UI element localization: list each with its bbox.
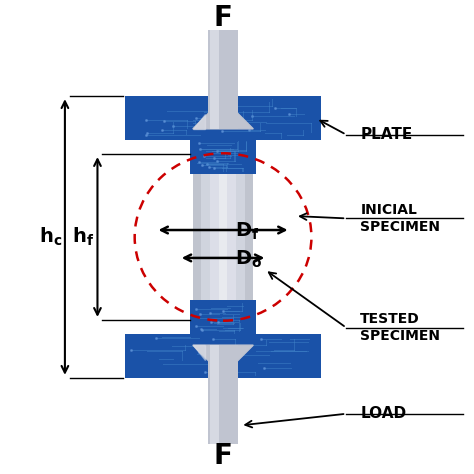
Polygon shape	[193, 345, 205, 360]
Bar	[125, 334, 321, 378]
Text: F: F	[214, 4, 232, 32]
Text: $\mathbf{D_f}$: $\mathbf{D_f}$	[235, 220, 259, 242]
Bar	[125, 96, 321, 140]
Text: $\mathbf{h_f}$: $\mathbf{h_f}$	[73, 226, 95, 248]
Bar	[210, 345, 219, 444]
Text: $\mathbf{h_c}$: $\mathbf{h_c}$	[39, 226, 63, 248]
Text: PLATE: PLATE	[360, 127, 412, 142]
Text: $\mathbf{D_o}$: $\mathbf{D_o}$	[235, 248, 262, 270]
Bar	[201, 154, 210, 320]
Bar	[228, 154, 236, 320]
Bar	[236, 154, 245, 320]
Bar	[219, 154, 228, 320]
Bar	[193, 154, 201, 320]
Text: F: F	[214, 442, 232, 470]
Bar	[208, 30, 238, 129]
Polygon shape	[193, 345, 253, 375]
Text: INICIAL
SPECIMEN: INICIAL SPECIMEN	[360, 203, 440, 234]
Bar	[191, 301, 255, 336]
Bar	[210, 154, 219, 320]
Polygon shape	[193, 99, 253, 129]
Bar	[191, 138, 255, 173]
Text: TESTED
SPECIMEN: TESTED SPECIMEN	[360, 312, 440, 343]
Polygon shape	[193, 114, 205, 129]
Bar	[245, 154, 253, 320]
Text: LOAD: LOAD	[360, 406, 406, 421]
Bar	[208, 345, 238, 444]
Bar	[210, 30, 219, 129]
